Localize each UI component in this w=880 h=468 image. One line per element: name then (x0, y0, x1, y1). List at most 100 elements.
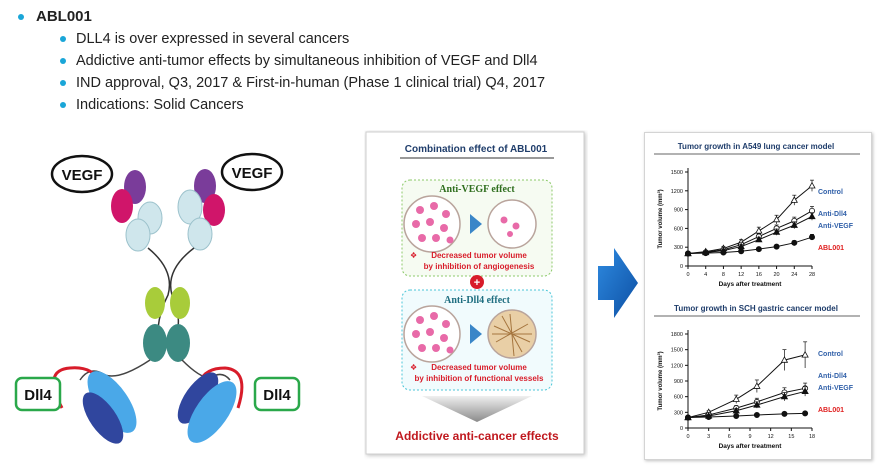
vegf-cells-after (500, 216, 520, 237)
bullet-title: ABL001 (18, 6, 545, 28)
data-point (780, 356, 789, 363)
fc-green-right (170, 287, 190, 319)
vegf-note-line1: Decreased tumor volume (431, 251, 527, 260)
bullet-item: Indications: Solid Cancers (18, 94, 545, 116)
data-point (720, 249, 727, 256)
y-tick-label: 900 (674, 379, 683, 385)
dll4-arrow-icon (470, 324, 482, 344)
legend-control: Control (818, 351, 843, 358)
vegf-right-ellipse (220, 152, 284, 192)
y-tick-label: 1200 (671, 363, 683, 369)
data-point (808, 234, 815, 241)
data-point (802, 410, 809, 417)
x-tick-label: 18 (809, 434, 815, 440)
data-point (738, 248, 745, 255)
y-axis-label: Tumor volume (mm³) (657, 351, 664, 410)
series-line-anti-dll4 (687, 387, 806, 419)
x-tick-label: 20 (774, 272, 780, 278)
data-point (790, 221, 798, 228)
vegf-left-label: VEGF (62, 167, 103, 184)
vegf-arrow-icon (470, 214, 482, 234)
legend-abl001: ABL001 (818, 407, 844, 414)
data-point (755, 246, 762, 253)
dll4-note-line1: Decreased tumor volume (431, 363, 527, 372)
x-tick-label: 24 (791, 272, 797, 278)
y-tick-label: 0 (680, 426, 683, 432)
bullet-list: ABL001 DLL4 is over expressed in several… (18, 6, 545, 116)
legend-control: Control (818, 189, 843, 196)
combo-title: Combination effect of ABL001 (405, 144, 548, 155)
x-tick-label: 16 (756, 272, 762, 278)
x-tick-label: 0 (686, 434, 689, 440)
antibody-illustration: VEGF VEGF Dll4 Dll4 (14, 152, 301, 444)
chart-a549: Tumor growth in A549 lung cancer model 0 3… (654, 142, 860, 288)
left-arm-lightblue-2 (125, 218, 151, 252)
data-point (808, 212, 816, 220)
fc-teal-right (166, 324, 190, 362)
x-tick-label: 4 (704, 272, 707, 278)
legend-anti-dll4: Anti-Dll4 (818, 211, 847, 218)
plus-label: + (474, 277, 480, 289)
data-point (808, 181, 816, 189)
dll4-left-box (14, 376, 62, 412)
legend-anti-dll4: Anti-Dll4 (818, 373, 847, 380)
bullet-dot (60, 80, 66, 86)
vegf-right-label: VEGF (232, 165, 273, 182)
left-arm-magenta (111, 189, 133, 223)
series-line-anti-vegf (687, 390, 806, 419)
y-tick-label: 1500 (671, 170, 683, 176)
x-axis-label: Days after treatment (719, 281, 783, 288)
data-point (685, 414, 692, 421)
data-point (732, 406, 740, 414)
dll4-note-line2: by inhibition of functional vessels (415, 374, 544, 383)
chart-sch: Tumor growth in SCH gastric cancer model… (654, 304, 860, 450)
data-point (705, 414, 712, 421)
legend-anti-vegf: Anti-VEGF (818, 223, 854, 230)
right-arm-magenta (203, 194, 225, 226)
dll4-left-label: Dll4 (24, 387, 52, 404)
vegf-dish-after (487, 199, 537, 249)
data-point (753, 400, 761, 408)
bullet-dot (60, 58, 66, 64)
data-point (755, 235, 763, 243)
dll4-vessel-mesh (492, 313, 532, 357)
series-line-abl001 (687, 412, 806, 419)
data-point (755, 226, 763, 234)
vegf-panel-title: Anti-VEGF effect (439, 184, 515, 195)
right-arm-lightblue-b (187, 217, 213, 251)
bullet-item: DLL4 is over expressed in several cancer… (18, 28, 545, 50)
data-point (772, 215, 781, 223)
bullet-item: Addictive anti-tumor effects by simultan… (18, 50, 545, 72)
chart-title: Tumor growth in A549 lung cancer model (678, 142, 834, 151)
series-line-anti-vegf (687, 216, 813, 254)
y-tick-label: 1800 (671, 332, 683, 338)
combo-footer: Addictive anti-cancer effects (395, 429, 559, 443)
dll4-domain-left-light (87, 371, 137, 433)
x-tick-label: 12 (738, 272, 744, 278)
series-line-control (687, 354, 806, 419)
x-tick-label: 6 (728, 434, 731, 440)
dll4-domain-left-dark (82, 392, 124, 444)
data-point (780, 392, 789, 400)
data-point (801, 387, 809, 395)
series-line-control (687, 185, 813, 254)
dll4-note-marker: ❖ (410, 363, 417, 372)
dll4-domain-right-dark (177, 372, 219, 424)
bullet-item: IND approval, Q3, 2017 & First-in-human … (18, 72, 545, 94)
combination-effect-panel: Combination effect of ABL001 Anti-VEGF e… (365, 131, 585, 455)
y-tick-label: 1500 (671, 348, 683, 354)
vegf-cells-before (412, 202, 454, 244)
data-point (685, 250, 692, 257)
data-point (790, 196, 798, 203)
data-point (773, 243, 780, 250)
fc-teal-left (143, 324, 167, 362)
dll4-cells-before (412, 312, 454, 354)
x-tick-label: 15 (788, 434, 794, 440)
dll4-domain-right-light (187, 381, 237, 443)
bullet-dot (18, 14, 24, 20)
dll4-right-box (253, 376, 301, 412)
data-point (753, 411, 760, 418)
fc-green-left (145, 287, 165, 319)
x-tick-label: 0 (686, 272, 689, 278)
dll4-panel-title: Anti-Dll4 effect (444, 295, 510, 306)
